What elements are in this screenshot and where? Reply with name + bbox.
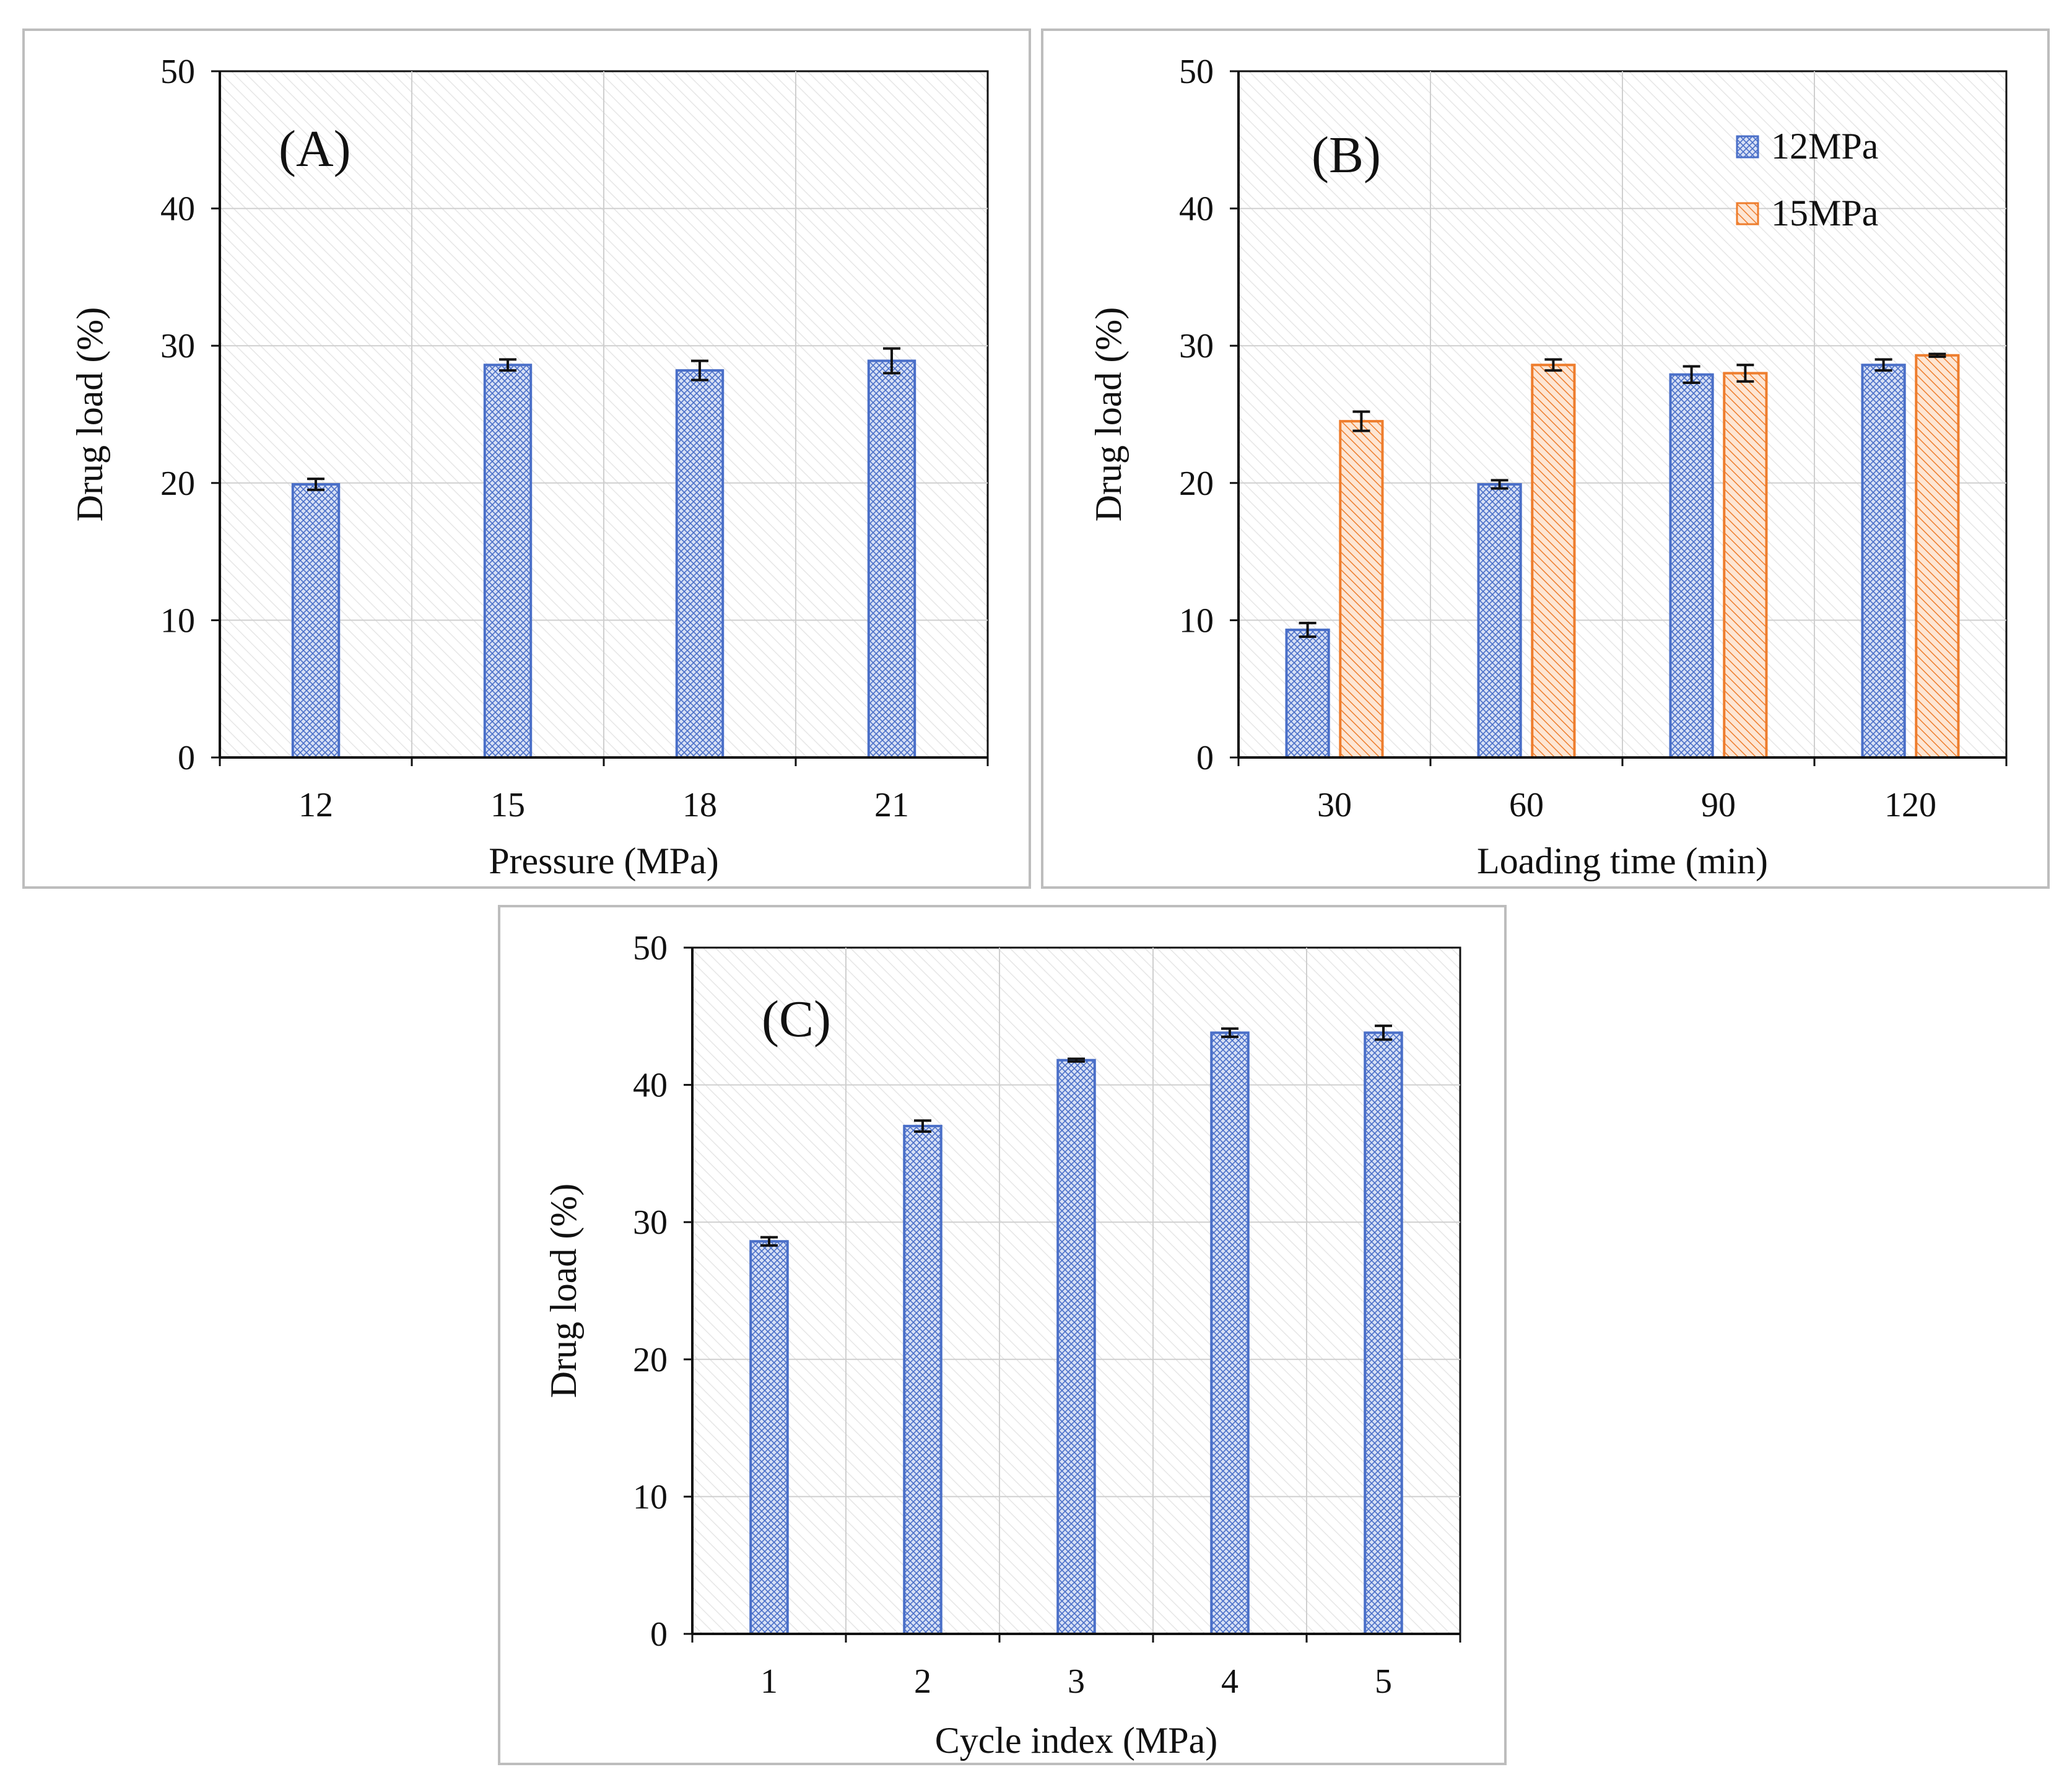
panel-c-gridlines <box>692 948 1460 1634</box>
panel-b-bar-15mpa-60 <box>1531 364 1576 759</box>
panel-b-xtick-label-120: 120 <box>1884 786 1936 824</box>
panel-b-ytick-label-40: 40 <box>1179 190 1214 229</box>
panel-c-bar-12mpa-3 <box>1056 1058 1096 1636</box>
panel-a-ytick-label-0: 0 <box>178 739 195 777</box>
panel-b-x-axis-title: Loading time (min) <box>1477 840 1768 881</box>
panel-a-y-axis-title: Drug load (%) <box>69 307 110 522</box>
panel-c-error-bars <box>760 1024 1392 1247</box>
panel-b-errorbar-15mpa-60 <box>1544 358 1562 372</box>
panel-c-xtick-label-1: 1 <box>760 1662 778 1701</box>
legend-swatch-12mpa <box>1736 135 1759 159</box>
panel-a-error-bars <box>307 347 900 491</box>
panel-a-x-axis-title: Pressure (MPa) <box>489 840 719 881</box>
panel-c-bar-12mpa-2 <box>903 1125 942 1635</box>
panel-a-label: (A) <box>279 120 351 178</box>
panel-b-bar-15mpa-90 <box>1723 372 1768 759</box>
panel-b-label: (B) <box>1312 126 1381 184</box>
panel-a-errorbar-12mpa-12 <box>307 478 324 491</box>
panel-c-errorbar-12mpa-5 <box>1375 1024 1392 1041</box>
panel-c-ytick-label-40: 40 <box>633 1067 668 1105</box>
panel-b-ytick-label-0: 0 <box>1196 739 1214 777</box>
panel-c-ytick-label-30: 30 <box>633 1203 668 1242</box>
panel-a-bar-12mpa-15 <box>483 364 533 759</box>
panel-c-bar-12mpa-4 <box>1210 1031 1250 1635</box>
panel-a-gridlines <box>220 71 988 757</box>
panel-c-xtick-label-5: 5 <box>1375 1662 1392 1701</box>
panel-a-bar-12mpa-12 <box>291 483 341 759</box>
panel-a-x-axis: 12 15 18 21 <box>219 756 989 824</box>
panel-b-xtick-label-30: 30 <box>1317 786 1352 824</box>
panel-b-bar-12mpa-120 <box>1861 364 1906 759</box>
panel-c-xtick-label-4: 4 <box>1221 1662 1238 1701</box>
panel-a-errorbar-12mpa-15 <box>499 358 516 372</box>
panel-b-bar-12mpa-30 <box>1285 628 1330 759</box>
panel-b-errorbar-12mpa-120 <box>1874 358 1892 372</box>
panel-a-bar-12mpa-18 <box>675 369 725 759</box>
panel-b-legend: 12MPa 15MPa <box>1736 126 1878 233</box>
panel-b: 0 10 20 30 40 50 30 60 90 120 (B) 12MPa 15MPa Lo… <box>1041 28 2050 889</box>
panel-c-xtick-label-3: 3 <box>1068 1662 1085 1701</box>
panel-c-ytick-label-20: 20 <box>633 1341 668 1379</box>
panel-b-bar-12mpa-90 <box>1669 373 1714 759</box>
panel-a-xtick-label-12: 12 <box>298 786 333 824</box>
panel-b-errorbar-15mpa-120 <box>1928 352 1946 358</box>
panel-a-ytick-label-10: 10 <box>160 601 195 640</box>
panel-a-bar-12mpa-21 <box>867 359 916 759</box>
panel-b-ytick-label-10: 10 <box>1179 601 1214 640</box>
panel-a-ytick-label-40: 40 <box>160 190 195 229</box>
panel-a-errorbar-12mpa-21 <box>883 347 900 375</box>
panel-b-y-axis-title: Drug load (%) <box>1088 307 1129 522</box>
panel-c-label: (C) <box>762 990 831 1048</box>
panel-b-ytick-label-50: 50 <box>1179 53 1214 91</box>
panel-c-y-axis: 0 10 20 30 40 50 <box>633 929 694 1654</box>
panel-b-errorbar-15mpa-90 <box>1736 364 1754 383</box>
panel-c-x-axis: 1 2 3 4 5 <box>691 1633 1461 1701</box>
panel-b-errorbar-12mpa-60 <box>1491 479 1508 490</box>
panel-c-errorbar-12mpa-3 <box>1068 1057 1085 1063</box>
panel-b-xtick-label-90: 90 <box>1701 786 1736 824</box>
panel-a-y-axis: 0 10 20 30 40 50 <box>160 53 221 777</box>
panel-b-bar-12mpa-60 <box>1477 483 1522 759</box>
legend-label-12mpa: 12MPa <box>1771 126 1878 167</box>
panel-c-errorbar-12mpa-2 <box>914 1119 931 1133</box>
panel-c-y-axis-title: Drug load (%) <box>543 1184 584 1399</box>
panel-c-errorbar-12mpa-1 <box>760 1236 778 1247</box>
panel-b-bar-15mpa-30 <box>1339 420 1384 759</box>
legend-label-15mpa: 15MPa <box>1771 193 1878 233</box>
panel-c-xtick-label-2: 2 <box>914 1662 931 1701</box>
panel-a-ytick-label-30: 30 <box>160 327 195 365</box>
panel-c-errorbar-12mpa-4 <box>1221 1027 1238 1039</box>
panel-c-bar-12mpa-1 <box>749 1240 789 1635</box>
panel-c-bars <box>749 1031 1403 1636</box>
panel-a-bars <box>291 359 916 759</box>
panel-a-xtick-label-18: 18 <box>682 786 717 824</box>
panel-b-bar-15mpa-120 <box>1915 354 1960 759</box>
panel-a-ytick-label-20: 20 <box>160 465 195 503</box>
panel-b-errorbar-12mpa-30 <box>1299 621 1317 638</box>
panel-b-ytick-label-30: 30 <box>1179 327 1214 365</box>
panel-c-ytick-label-10: 10 <box>633 1478 668 1516</box>
panel-b-errorbar-12mpa-90 <box>1682 365 1700 385</box>
panel-b-error-bars <box>1299 352 1946 638</box>
panel-b-y-axis: 0 10 20 30 40 50 <box>1179 53 1240 777</box>
panel-a-xtick-label-15: 15 <box>490 786 525 824</box>
panel-c-ytick-label-0: 0 <box>650 1615 668 1654</box>
legend-swatch-15mpa <box>1736 202 1759 225</box>
panel-c-bar-12mpa-5 <box>1364 1031 1403 1635</box>
panel-c-ytick-label-50: 50 <box>633 929 668 967</box>
panel-a-xtick-label-21: 21 <box>874 786 909 824</box>
panel-c-x-axis-title: Cycle index (MPa) <box>935 1720 1218 1761</box>
panel-b-x-axis: 30 60 90 120 <box>1237 756 2008 824</box>
panel-b-errorbar-15mpa-30 <box>1352 410 1370 432</box>
panel-b-xtick-label-60: 60 <box>1509 786 1544 824</box>
panel-b-ytick-label-20: 20 <box>1179 465 1214 503</box>
panel-a-errorbar-12mpa-18 <box>691 359 708 382</box>
panel-a-ytick-label-50: 50 <box>160 53 195 91</box>
